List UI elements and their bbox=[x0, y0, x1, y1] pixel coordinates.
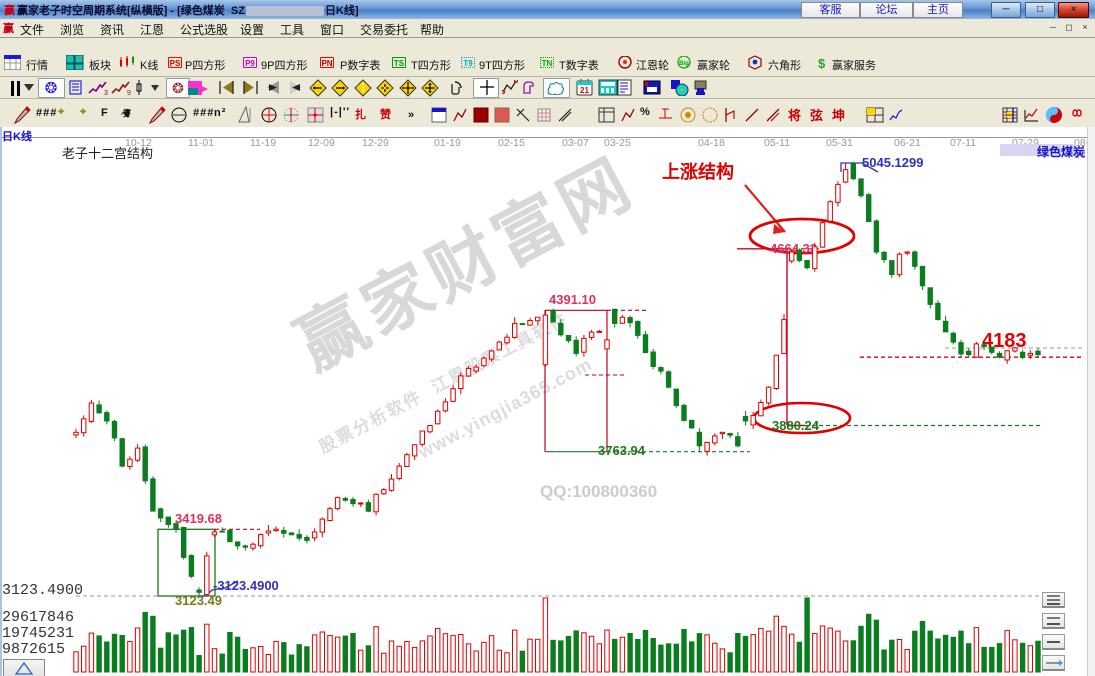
svg-text:弦: 弦 bbox=[810, 108, 824, 123]
svg-text:Big: Big bbox=[679, 61, 689, 67]
svg-text:坤: 坤 bbox=[832, 108, 846, 123]
svg-text:❂: ❂ bbox=[45, 80, 58, 97]
svg-text:9: 9 bbox=[127, 90, 131, 95]
svg-text:3: 3 bbox=[104, 90, 108, 95]
svg-text:将: 将 bbox=[788, 108, 802, 123]
svg-text:21: 21 bbox=[580, 86, 589, 95]
svg-text:❂: ❂ bbox=[172, 80, 184, 96]
